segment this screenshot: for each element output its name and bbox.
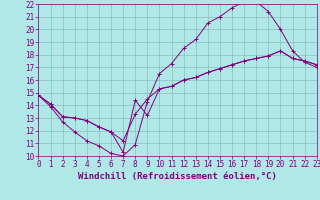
X-axis label: Windchill (Refroidissement éolien,°C): Windchill (Refroidissement éolien,°C) (78, 172, 277, 181)
